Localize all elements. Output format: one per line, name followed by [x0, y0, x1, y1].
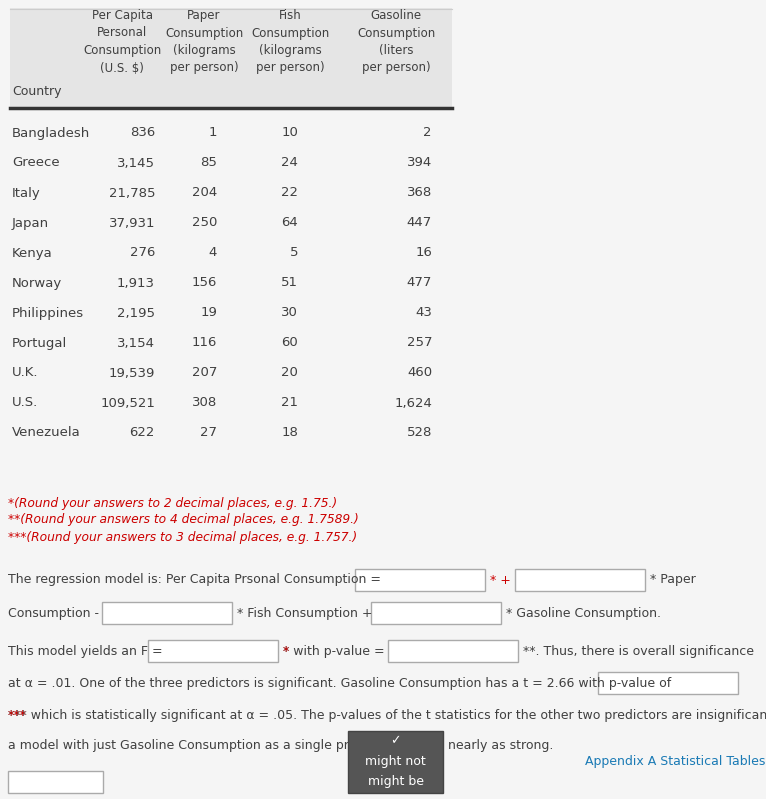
Text: Country: Country: [12, 85, 61, 98]
Text: 1,624: 1,624: [394, 396, 432, 410]
Text: 116: 116: [192, 336, 217, 349]
Text: Paper
Consumption
(kilograms
per person): Paper Consumption (kilograms per person): [165, 9, 243, 74]
Text: This model yields an F =: This model yields an F =: [8, 645, 162, 658]
Text: Greece: Greece: [12, 157, 60, 169]
Text: 27: 27: [200, 427, 217, 439]
Bar: [102, 602, 232, 624]
Text: 109,521: 109,521: [100, 396, 155, 410]
Bar: [355, 569, 485, 591]
Text: 2,195: 2,195: [117, 307, 155, 320]
Text: Gasoline
Consumption
(liters
per person): Gasoline Consumption (liters per person): [357, 9, 435, 74]
Text: 30: 30: [281, 307, 298, 320]
Text: Per Capita
Personal
Consumption
(U.S. $): Per Capita Personal Consumption (U.S. $): [83, 9, 161, 74]
Text: 207: 207: [192, 367, 217, 380]
Text: 43: 43: [415, 307, 432, 320]
Text: **. Thus, there is overall significance: **. Thus, there is overall significance: [523, 645, 754, 658]
Bar: [348, 731, 443, 793]
Text: **(Round your answers to 4 decimal places, e.g. 1.7589.): **(Round your answers to 4 decimal place…: [8, 514, 358, 527]
Text: 51: 51: [281, 276, 298, 289]
Text: 156: 156: [192, 276, 217, 289]
Text: Venezuela: Venezuela: [12, 427, 80, 439]
Text: 250: 250: [192, 217, 217, 229]
Text: 622: 622: [129, 427, 155, 439]
Text: 24: 24: [281, 157, 298, 169]
Text: 528: 528: [407, 427, 432, 439]
Text: ✓: ✓: [390, 734, 401, 748]
Text: 60: 60: [281, 336, 298, 349]
Text: 836: 836: [129, 126, 155, 140]
Text: Fish
Consumption
(kilograms
per person): Fish Consumption (kilograms per person): [251, 9, 329, 74]
Text: 1,913: 1,913: [117, 276, 155, 289]
Text: Bangladesh: Bangladesh: [12, 126, 90, 140]
Text: 5: 5: [290, 247, 298, 260]
Text: Italy: Italy: [12, 186, 41, 200]
Text: Norway: Norway: [12, 276, 62, 289]
Text: * +: * +: [490, 574, 511, 586]
Text: at α = .01. One of the three predictors is significant. Gasoline Consumption has: at α = .01. One of the three predictors …: [8, 677, 671, 690]
Text: U.S.: U.S.: [12, 396, 38, 410]
Text: 20: 20: [281, 367, 298, 380]
Text: 394: 394: [407, 157, 432, 169]
Bar: [8, 771, 103, 793]
Text: Portugal: Portugal: [12, 336, 67, 349]
Text: 308: 308: [192, 396, 217, 410]
Text: 37,931: 37,931: [109, 217, 155, 229]
Text: 1: 1: [208, 126, 217, 140]
Text: 276: 276: [129, 247, 155, 260]
Text: 204: 204: [192, 186, 217, 200]
Bar: [388, 640, 518, 662]
Text: 477: 477: [407, 276, 432, 289]
Text: a model with just Gasoline Consumption as a single predictor: a model with just Gasoline Consumption a…: [8, 738, 392, 752]
Text: nearly as strong.: nearly as strong.: [448, 738, 553, 752]
Bar: [515, 569, 645, 591]
Text: 19: 19: [200, 307, 217, 320]
Text: 3,145: 3,145: [117, 157, 155, 169]
Text: Appendix A Statistical Tables: Appendix A Statistical Tables: [585, 756, 765, 769]
Text: * with p-value =: * with p-value =: [283, 645, 385, 658]
Text: The regression model is: Per Capita Prsonal Consumption =: The regression model is: Per Capita Prso…: [8, 574, 381, 586]
Text: 4: 4: [208, 247, 217, 260]
Text: 460: 460: [407, 367, 432, 380]
Text: 2: 2: [424, 126, 432, 140]
Bar: [10, 8, 452, 108]
Text: *: *: [283, 645, 290, 658]
Text: 18: 18: [281, 427, 298, 439]
Text: 257: 257: [407, 336, 432, 349]
Text: * Paper: * Paper: [650, 574, 696, 586]
Text: ***(Round your answers to 3 decimal places, e.g. 1.757.): ***(Round your answers to 3 decimal plac…: [8, 531, 357, 543]
Text: might be: might be: [368, 774, 424, 788]
Text: 22: 22: [281, 186, 298, 200]
Bar: [371, 602, 501, 624]
Text: 10: 10: [281, 126, 298, 140]
Text: 368: 368: [407, 186, 432, 200]
Text: 447: 447: [407, 217, 432, 229]
Text: *(Round your answers to 2 decimal places, e.g. 1.75.): *(Round your answers to 2 decimal places…: [8, 496, 337, 510]
Text: Philippines: Philippines: [12, 307, 84, 320]
Bar: [148, 640, 278, 662]
Text: *** which is statistically significant at α = .05. The p-values of the t statist: *** which is statistically significant a…: [8, 709, 766, 721]
Text: might not: might not: [365, 754, 426, 768]
Text: 64: 64: [281, 217, 298, 229]
Bar: [598, 672, 738, 694]
Text: Consumption -: Consumption -: [8, 606, 99, 619]
Text: 85: 85: [200, 157, 217, 169]
Text: ***: ***: [8, 709, 27, 721]
Text: 21: 21: [281, 396, 298, 410]
Text: 19,539: 19,539: [109, 367, 155, 380]
Text: 16: 16: [415, 247, 432, 260]
Text: * Gasoline Consumption.: * Gasoline Consumption.: [506, 606, 661, 619]
Text: Kenya: Kenya: [12, 247, 53, 260]
Text: 21,785: 21,785: [109, 186, 155, 200]
Text: 3,154: 3,154: [117, 336, 155, 349]
Text: Japan: Japan: [12, 217, 49, 229]
Text: U.K.: U.K.: [12, 367, 38, 380]
Text: * Fish Consumption +: * Fish Consumption +: [237, 606, 372, 619]
